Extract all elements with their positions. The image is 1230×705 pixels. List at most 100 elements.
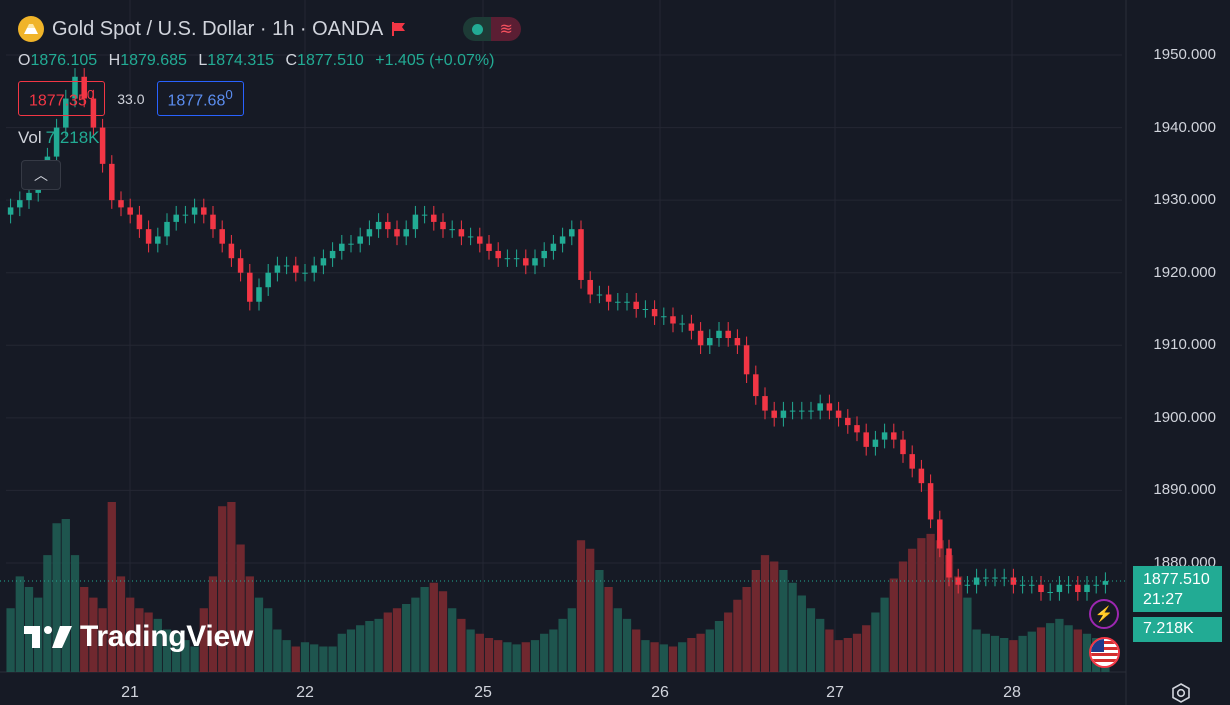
- candle-body: [173, 214, 179, 222]
- volume-bar: [530, 640, 540, 672]
- candle-body: [109, 163, 115, 201]
- market-status-pill[interactable]: ≋: [463, 17, 522, 41]
- candle-body: [569, 229, 575, 237]
- candle-body: [872, 439, 879, 447]
- last-price-value: 1877.510: [1143, 571, 1210, 588]
- volume-bar: [742, 587, 751, 672]
- candle-body: [513, 258, 520, 260]
- volume-label: Vol: [18, 128, 42, 147]
- price-axis-label: 1920.000: [1153, 263, 1216, 281]
- buy-button[interactable]: 1877.680: [156, 81, 244, 117]
- volume-bar: [199, 608, 208, 672]
- bid-ask-panel: 1877.350 33.0 1877.680: [18, 81, 244, 117]
- candle-body: [366, 229, 373, 237]
- volume-bar: [319, 646, 328, 672]
- candle-body: [1038, 584, 1044, 593]
- candle-body: [753, 374, 759, 397]
- volume-bar: [521, 642, 530, 672]
- candle-body: [477, 236, 483, 244]
- candle-body: [495, 250, 501, 259]
- us-flag-icon[interactable]: [1089, 637, 1120, 668]
- candle-body: [265, 272, 271, 288]
- volume-bar: [512, 644, 521, 672]
- candle-body: [357, 236, 363, 244]
- sell-button[interactable]: 1877.350: [18, 81, 106, 117]
- volume-bar: [540, 633, 549, 672]
- settings-gear-icon[interactable]: [1170, 682, 1192, 704]
- candle-body: [7, 207, 14, 215]
- volume-value: 7.218K: [45, 128, 100, 147]
- candle-body: [992, 577, 998, 579]
- candle-body: [523, 258, 529, 266]
- volume-bar: [549, 629, 558, 672]
- candle-body: [191, 207, 198, 215]
- candle-body: [670, 316, 676, 324]
- candle-body: [1075, 584, 1081, 593]
- candle-body: [642, 308, 649, 310]
- volume-bar: [300, 642, 310, 672]
- flag-icon[interactable]: [391, 21, 407, 37]
- candle-body: [394, 229, 400, 237]
- volume-bar: [1064, 625, 1073, 672]
- last-volume-tag: 7.218K: [1133, 617, 1222, 642]
- candle-body: [780, 410, 787, 418]
- candle-body: [302, 272, 308, 274]
- volume-bar: [724, 612, 733, 672]
- candle-body: [881, 432, 888, 440]
- volume-bar: [843, 638, 852, 672]
- candle-body: [164, 221, 170, 237]
- volume-bar: [420, 587, 429, 672]
- candle-body: [329, 250, 336, 259]
- candle-body: [375, 221, 382, 230]
- volume-bar: [760, 555, 770, 672]
- candle-body: [707, 338, 713, 346]
- bar-countdown: 21:27: [1143, 591, 1184, 608]
- low-value: 1874.315: [207, 52, 275, 69]
- lightning-icon[interactable]: ⚡: [1089, 599, 1119, 629]
- volume-bar: [641, 640, 650, 672]
- volume-bar: [227, 502, 236, 672]
- volume-bar: [1082, 633, 1092, 672]
- watermark-text: TradingView: [80, 620, 253, 653]
- volume-bar: [558, 618, 567, 672]
- symbol-title[interactable]: Gold Spot / U.S. Dollar · 1h · OANDA: [52, 17, 384, 40]
- volume-bar: [714, 621, 724, 672]
- volume-bar: [935, 540, 944, 672]
- volume-bar: [392, 608, 402, 672]
- high-value: 1879.685: [120, 52, 187, 69]
- candle-body: [762, 396, 768, 411]
- candle-body: [320, 258, 327, 266]
- volume-bar: [1046, 623, 1055, 672]
- candle-body: [17, 200, 23, 208]
- bid-price-pip: 0: [86, 87, 95, 102]
- open-value: 1876.105: [30, 52, 98, 69]
- volume-bar: [181, 640, 190, 672]
- candle-body: [937, 519, 943, 549]
- candle-body: [90, 98, 97, 128]
- volume-bar: [144, 612, 153, 672]
- candle-body: [467, 236, 474, 238]
- candle-body: [679, 323, 685, 325]
- volume-bar: [788, 582, 797, 672]
- gold-bars-icon: [18, 16, 44, 42]
- candle-body: [136, 214, 143, 230]
- price-axis-label: 1930.000: [1153, 191, 1216, 209]
- volume-bar: [816, 618, 825, 672]
- volume-bar: [43, 555, 52, 672]
- ask-price-pip: 0: [225, 87, 233, 102]
- candle-body: [440, 221, 446, 230]
- volume-bar: [908, 548, 917, 672]
- bid-price: 1877.35: [29, 92, 87, 110]
- volume-bar: [310, 644, 319, 672]
- volume-bar: [264, 608, 273, 672]
- volume-bar: [365, 621, 374, 672]
- candle-body: [891, 432, 897, 440]
- candle-body: [99, 127, 106, 164]
- candle-body: [145, 229, 152, 244]
- volume-bar: [126, 597, 135, 672]
- high-label: H: [108, 52, 121, 69]
- time-axis-label: 21: [121, 684, 139, 701]
- collapse-legend-button[interactable]: ︿: [21, 160, 61, 190]
- candle-body: [615, 301, 621, 303]
